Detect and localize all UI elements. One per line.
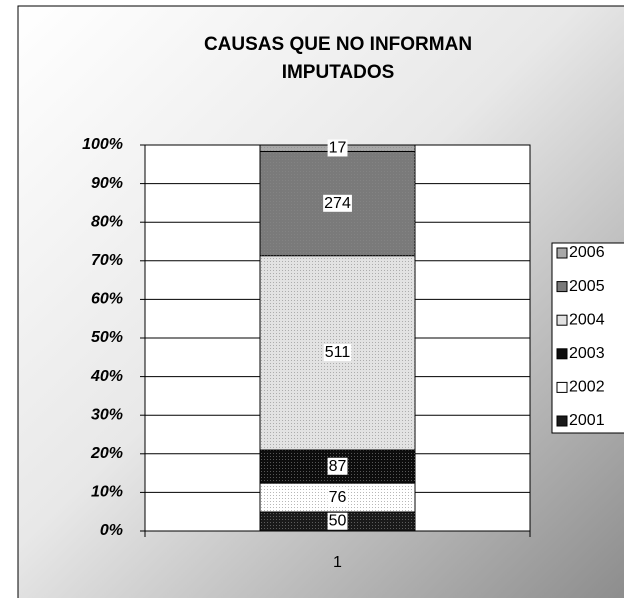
chart-title: IMPUTADOS bbox=[282, 62, 395, 83]
data-label: 274 bbox=[324, 195, 351, 212]
y-tick-label: 50% bbox=[91, 329, 123, 346]
y-tick-label: 20% bbox=[90, 445, 123, 462]
legend-swatch bbox=[556, 348, 568, 360]
x-tick-label: 1 bbox=[333, 554, 342, 571]
data-label-box bbox=[323, 344, 352, 362]
data-label-box bbox=[327, 457, 348, 475]
y-tick-label: 70% bbox=[91, 252, 123, 269]
y-tick-label: 60% bbox=[91, 291, 123, 308]
y-tick-label: 90% bbox=[91, 175, 123, 192]
legend-swatch bbox=[556, 281, 568, 293]
y-tick-label: 100% bbox=[82, 136, 123, 153]
data-label: 76 bbox=[329, 489, 347, 506]
data-label-box bbox=[327, 488, 348, 506]
data-label-box bbox=[323, 194, 352, 212]
legend-label: 2004 bbox=[569, 311, 605, 328]
data-label-box bbox=[327, 512, 348, 530]
legend-swatch bbox=[556, 381, 568, 393]
y-tick-label: 0% bbox=[100, 522, 123, 539]
y-tick-label: 40% bbox=[90, 368, 123, 385]
legend-label: 2001 bbox=[569, 412, 605, 429]
legend-label: 2003 bbox=[569, 345, 605, 362]
legend-label: 2005 bbox=[569, 278, 605, 295]
data-label: 87 bbox=[329, 458, 347, 475]
legend-label: 2006 bbox=[569, 244, 605, 261]
data-label: 17 bbox=[329, 139, 347, 156]
y-tick-label: 30% bbox=[91, 406, 123, 423]
legend-swatch bbox=[556, 247, 568, 259]
legend-swatch bbox=[556, 415, 568, 427]
y-tick-label: 10% bbox=[91, 484, 123, 501]
data-label: 511 bbox=[325, 344, 351, 361]
legend bbox=[551, 242, 624, 434]
y-tick-label: 80% bbox=[91, 213, 123, 230]
legend-label: 2002 bbox=[569, 379, 605, 396]
data-label: 50 bbox=[329, 513, 347, 530]
chart-title: CAUSAS QUE NO INFORMAN bbox=[204, 34, 472, 55]
legend-swatch bbox=[556, 314, 568, 326]
data-label-box bbox=[327, 139, 348, 157]
